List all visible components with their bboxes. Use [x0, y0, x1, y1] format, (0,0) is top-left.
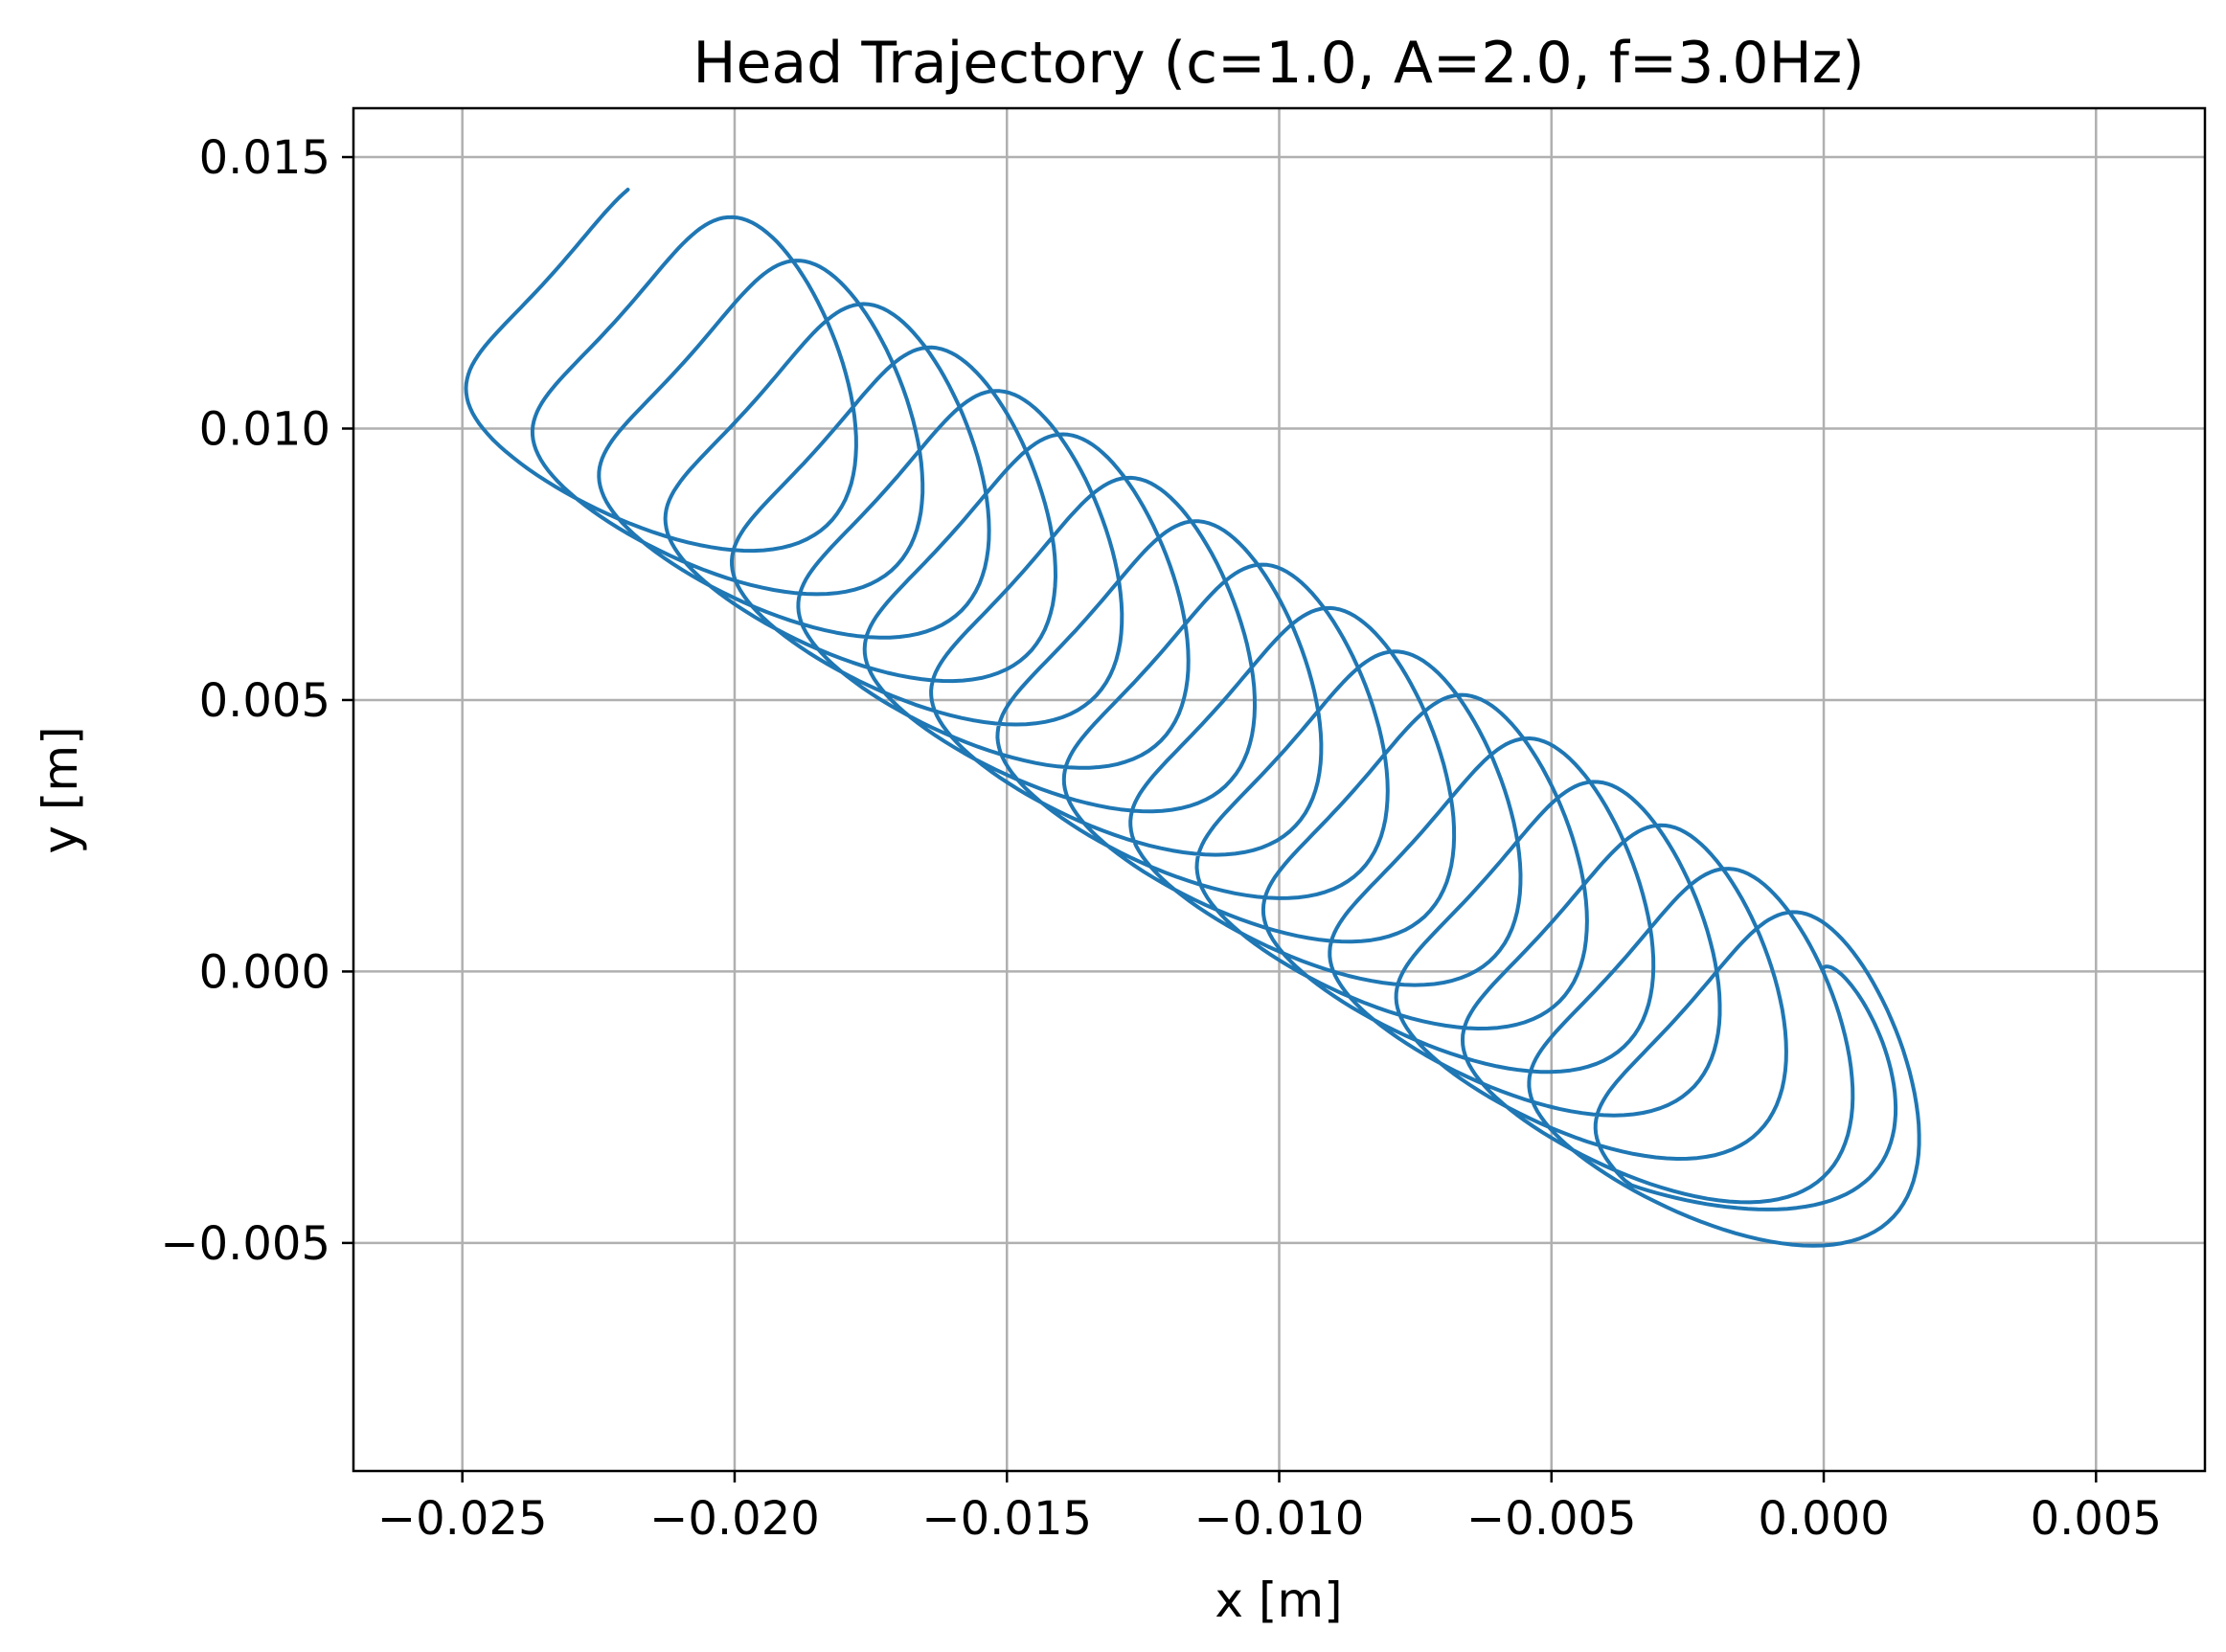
- x-tick-label: −0.010: [1194, 1492, 1365, 1546]
- y-tick-label: −0.005: [160, 1217, 330, 1271]
- y-axis-ticks: −0.005 0.000 0.005 0.010 0.015: [160, 131, 353, 1271]
- y-tick-label: 0.000: [199, 945, 330, 999]
- y-tick-label: 0.005: [199, 674, 330, 728]
- y-axis-label: y [m]: [33, 726, 88, 853]
- x-axis-ticks: −0.025 −0.020 −0.015 −0.010 −0.005 0.000 0.005: [377, 1471, 2162, 1546]
- x-tick-label: −0.025: [377, 1492, 548, 1546]
- x-tick-label: −0.015: [921, 1492, 1092, 1546]
- y-tick-label: 0.015: [199, 131, 330, 185]
- x-axis-label: x [m]: [1215, 1573, 1342, 1628]
- x-tick-label: 0.005: [2031, 1492, 2162, 1546]
- x-tick-label: 0.000: [1758, 1492, 1889, 1546]
- x-tick-label: −0.020: [649, 1492, 820, 1546]
- x-tick-label: −0.005: [1466, 1492, 1637, 1546]
- trajectory-line: [464, 188, 1921, 1248]
- y-tick-label: 0.010: [199, 402, 330, 456]
- chart-title: Head Trajectory (c=1.0, A=2.0, f=3.0Hz): [693, 30, 1864, 97]
- plot-area: [464, 188, 1921, 1248]
